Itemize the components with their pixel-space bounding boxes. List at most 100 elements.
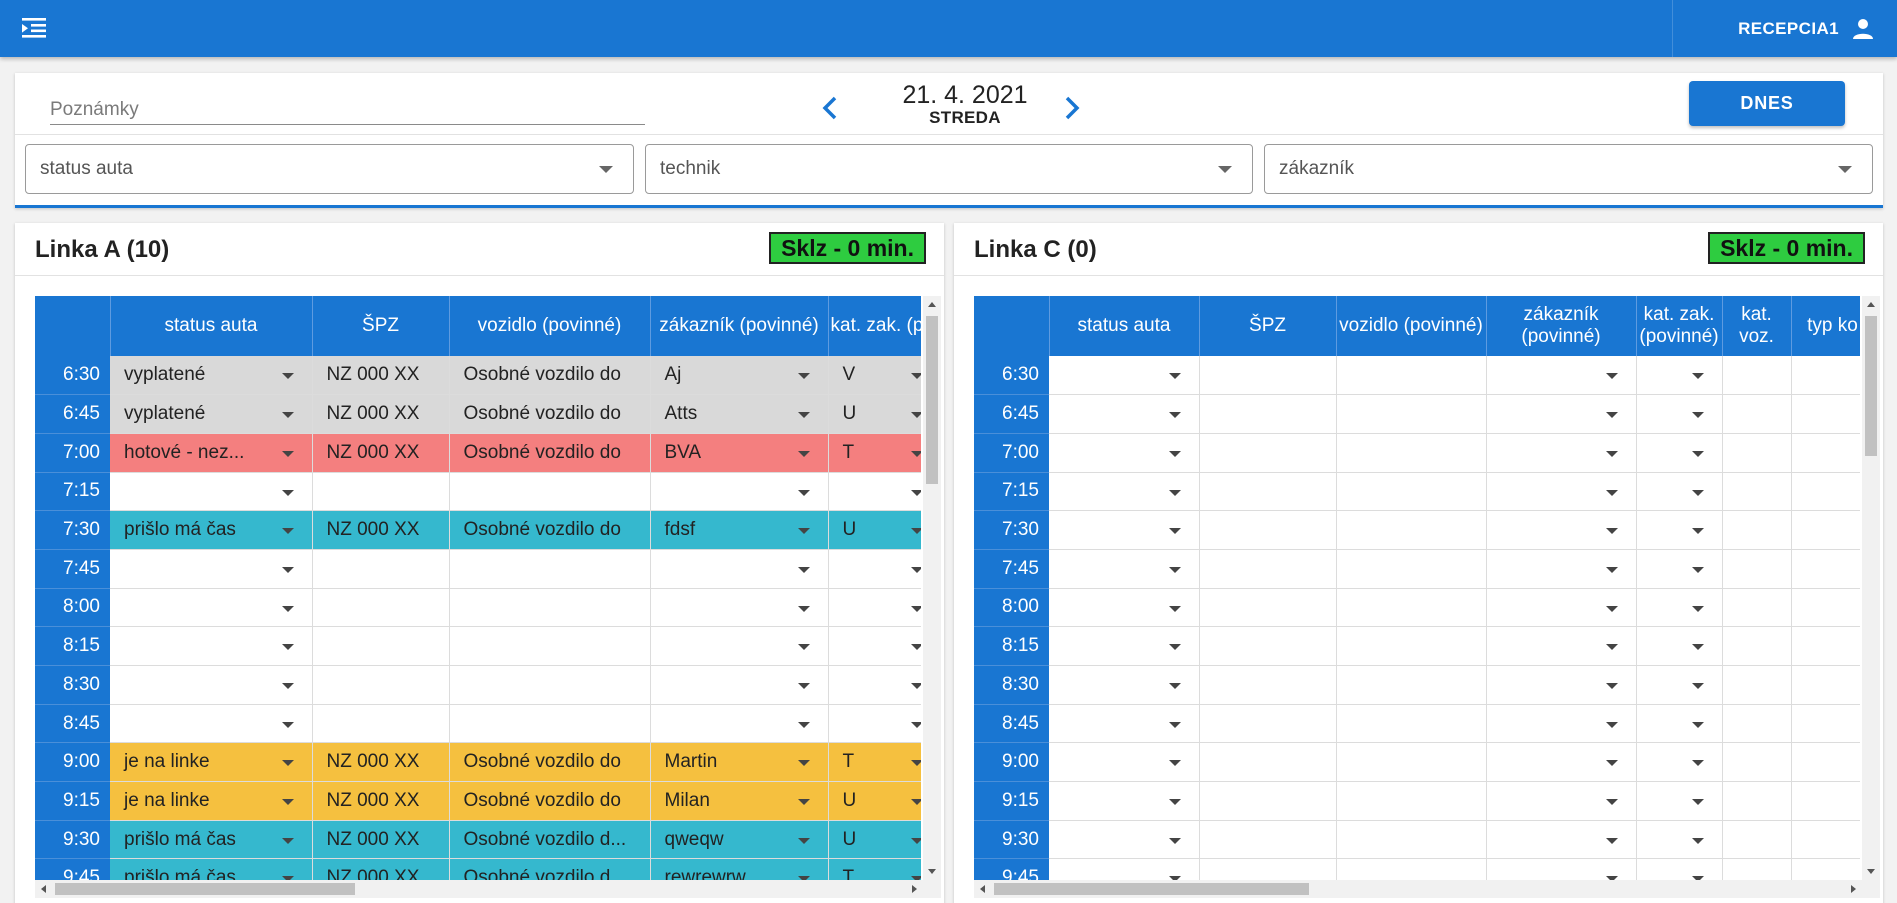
plate-cell[interactable] — [1199, 820, 1337, 860]
vehicle-cell[interactable] — [1336, 472, 1487, 512]
status-select-cell[interactable] — [1049, 433, 1200, 473]
status-select-cell[interactable] — [110, 665, 313, 705]
vertical-scrollbar[interactable] — [923, 296, 941, 880]
plate-cell[interactable] — [312, 472, 450, 512]
plate-cell[interactable]: NZ 000 XX — [312, 394, 450, 434]
customer-select-cell[interactable] — [1486, 433, 1637, 473]
vehicle-cell[interactable]: Osobné vozdilo do — [449, 433, 651, 473]
status-select-cell[interactable] — [1049, 588, 1200, 628]
vehicle-cell[interactable] — [1336, 742, 1487, 783]
vehicle-category-column-header[interactable]: kat. voz. — [1722, 296, 1792, 356]
category-select-cell[interactable] — [828, 588, 921, 628]
vehicle-cell[interactable]: Osobné vozdilo do — [449, 781, 651, 821]
status-filter-select[interactable]: status auta — [25, 144, 634, 194]
status-select-cell[interactable] — [1049, 472, 1200, 512]
customer-select-cell[interactable] — [650, 665, 829, 705]
category-select-cell[interactable] — [828, 549, 921, 589]
vehicle-category-cell[interactable] — [1722, 665, 1792, 705]
category-select-cell[interactable] — [1636, 858, 1723, 880]
vehicle-category-cell[interactable] — [1722, 356, 1792, 396]
status-select-cell[interactable] — [1049, 820, 1200, 860]
customer-select-cell[interactable]: Martin — [650, 742, 829, 783]
vehicle-cell[interactable] — [1336, 394, 1487, 434]
plate-cell[interactable] — [1199, 356, 1337, 396]
status-select-cell[interactable] — [1049, 510, 1200, 550]
category-select-cell[interactable] — [828, 704, 921, 744]
customer-column-header[interactable]: zákazník (povinné) — [1486, 296, 1637, 356]
customer-select-cell[interactable] — [1486, 820, 1637, 860]
category-select-cell[interactable] — [828, 626, 921, 666]
vehicle-category-cell[interactable] — [1722, 472, 1792, 512]
time-column-header[interactable] — [35, 296, 111, 356]
category-select-cell[interactable]: T — [828, 433, 921, 473]
vehicle-cell[interactable] — [449, 626, 651, 666]
status-select-cell[interactable] — [1049, 549, 1200, 589]
vehicle-cell[interactable]: Osobné vozdilo d... — [449, 858, 651, 880]
plate-cell[interactable] — [1199, 510, 1337, 550]
type-cell[interactable] — [1791, 433, 1860, 473]
vehicle-cell[interactable] — [1336, 665, 1487, 705]
status-select-cell[interactable] — [1049, 781, 1200, 821]
plate-cell[interactable] — [312, 665, 450, 705]
customer-select-cell[interactable] — [1486, 665, 1637, 705]
vehicle-cell[interactable] — [449, 665, 651, 705]
category-select-cell[interactable] — [828, 472, 921, 512]
customer-select-cell[interactable] — [1486, 742, 1637, 783]
vehicle-cell[interactable] — [449, 704, 651, 744]
status-select-cell[interactable] — [110, 588, 313, 628]
status-select-cell[interactable] — [110, 626, 313, 666]
status-select-cell[interactable] — [110, 472, 313, 512]
plate-cell[interactable] — [1199, 394, 1337, 434]
status-select-cell[interactable]: je na linke — [110, 742, 313, 783]
category-select-cell[interactable]: U — [828, 820, 921, 860]
vehicle-cell[interactable] — [1336, 858, 1487, 880]
vehicle-category-cell[interactable] — [1722, 394, 1792, 434]
status-select-cell[interactable] — [1049, 858, 1200, 880]
category-select-cell[interactable] — [1636, 549, 1723, 589]
vehicle-category-cell[interactable] — [1722, 858, 1792, 880]
vehicle-category-cell[interactable] — [1722, 433, 1792, 473]
status-select-cell[interactable]: prišlo má čas — [110, 510, 313, 550]
plate-cell[interactable] — [1199, 549, 1337, 589]
customer-select-cell[interactable]: Atts — [650, 394, 829, 434]
customer-select-cell[interactable] — [1486, 704, 1637, 744]
vehicle-category-cell[interactable] — [1722, 704, 1792, 744]
customer-select-cell[interactable] — [650, 588, 829, 628]
plate-cell[interactable] — [312, 588, 450, 628]
status-select-cell[interactable]: vyplatené — [110, 394, 313, 434]
type-cell[interactable] — [1791, 549, 1860, 589]
status-column-header[interactable]: status auta — [1049, 296, 1200, 356]
notes-input[interactable] — [50, 95, 645, 125]
customer-select-cell[interactable] — [1486, 472, 1637, 512]
vehicle-cell[interactable] — [449, 588, 651, 628]
customer-select-cell[interactable] — [1486, 588, 1637, 628]
customer-select-cell[interactable]: fdsf — [650, 510, 829, 550]
plate-cell[interactable]: NZ 000 XX — [312, 510, 450, 550]
plate-cell[interactable] — [1199, 704, 1337, 744]
category-select-cell[interactable] — [1636, 588, 1723, 628]
type-cell[interactable] — [1791, 665, 1860, 705]
customer-select-cell[interactable] — [1486, 858, 1637, 880]
plate-cell[interactable] — [1199, 665, 1337, 705]
category-select-cell[interactable]: U — [828, 394, 921, 434]
customer-select-cell[interactable] — [1486, 781, 1637, 821]
plate-cell[interactable]: NZ 000 XX — [312, 356, 450, 396]
status-select-cell[interactable]: hotové - nez... — [110, 433, 313, 473]
category-select-cell[interactable] — [1636, 781, 1723, 821]
category-select-cell[interactable] — [1636, 704, 1723, 744]
category-select-cell[interactable] — [1636, 356, 1723, 396]
plate-column-header[interactable]: ŠPZ — [1199, 296, 1337, 356]
horizontal-scrollbar[interactable] — [35, 880, 941, 898]
type-cell[interactable] — [1791, 858, 1860, 880]
status-select-cell[interactable] — [1049, 626, 1200, 666]
plate-cell[interactable] — [312, 704, 450, 744]
vehicle-column-header[interactable]: vozidlo (povinné) — [1336, 296, 1487, 356]
plate-cell[interactable] — [1199, 742, 1337, 783]
status-select-cell[interactable] — [110, 704, 313, 744]
plate-cell[interactable]: NZ 000 XX — [312, 781, 450, 821]
customer-select-cell[interactable]: BVA — [650, 433, 829, 473]
type-cell[interactable] — [1791, 820, 1860, 860]
status-column-header[interactable]: status auta — [110, 296, 313, 356]
category-select-cell[interactable] — [1636, 742, 1723, 783]
status-select-cell[interactable] — [1049, 742, 1200, 783]
